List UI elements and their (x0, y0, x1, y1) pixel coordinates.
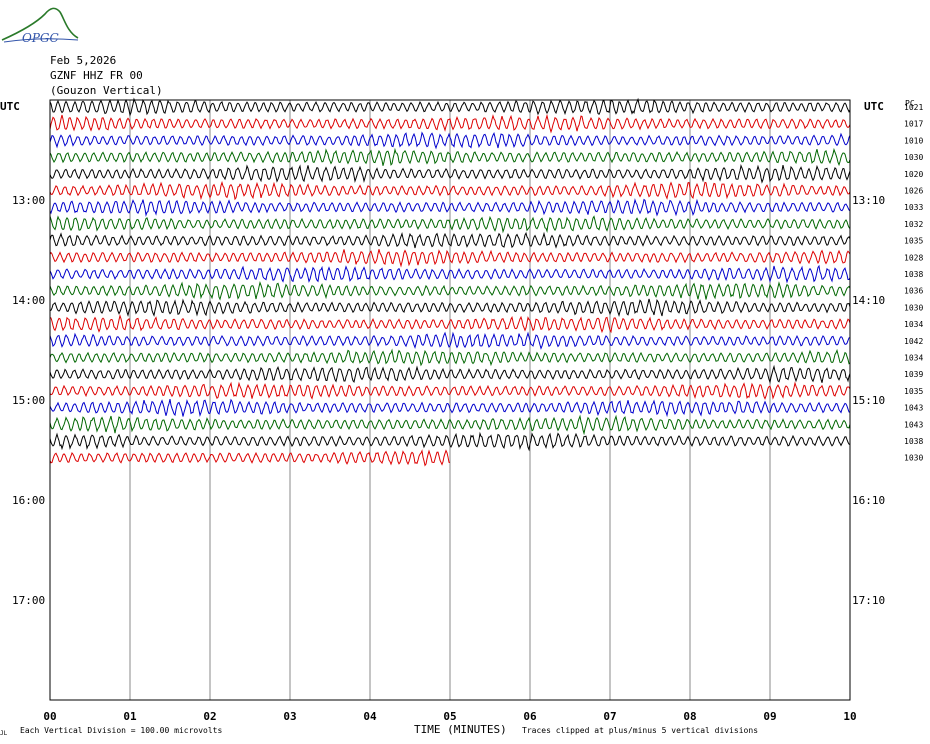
opgc-logo: OPGC (1, 7, 79, 45)
hour-label-right: 13:10 (852, 194, 885, 207)
trace-right-value: 1043 (904, 420, 923, 429)
seismic-trace (49, 147, 851, 167)
utc-label-right: UTC (864, 100, 884, 113)
plot-date: Feb 5,2026 (50, 54, 117, 67)
x-tick-label: 04 (363, 710, 377, 723)
trace-right-value: 1032 (904, 220, 923, 229)
seismic-trace (49, 298, 851, 318)
station-code: GZNF HHZ FR 00 (50, 69, 143, 82)
pc-label: PC (905, 99, 915, 108)
seismic-trace (49, 113, 851, 134)
seismic-trace (49, 364, 851, 385)
seismic-trace (49, 164, 851, 184)
trace-right-value: 1043 (904, 404, 923, 413)
seismic-trace (49, 264, 851, 284)
x-tick-label: 06 (523, 710, 537, 723)
trace-right-value: 1034 (904, 354, 923, 363)
x-axis-title: TIME (MINUTES) (414, 723, 507, 736)
trace-right-value: 1020 (904, 170, 923, 179)
seismic-trace (49, 381, 851, 400)
hour-label-left: 15:00 (12, 394, 45, 407)
x-tick-label: 01 (123, 710, 137, 723)
station-location: (Gouzon Vertical) (50, 84, 163, 97)
trace-right-value: 1017 (904, 120, 923, 129)
utc-label-left: UTC (0, 100, 20, 113)
seismic-trace (49, 280, 851, 301)
scale-note: Each Vertical Division = 100.00 microvol… (20, 726, 222, 735)
seismic-trace (49, 198, 851, 217)
seismic-trace (49, 231, 851, 249)
hour-label-left: 13:00 (12, 194, 45, 207)
x-tick-label: 03 (283, 710, 296, 723)
trace-right-value: 1030 (904, 153, 923, 162)
corner-mark: JL (0, 730, 8, 737)
hour-label-right: 16:10 (852, 494, 885, 507)
right-trace-values: 1021 1017 1010 1030 1020 1026 1033 1032 1035 1028… (904, 103, 923, 463)
seismic-trace (49, 398, 851, 418)
trace-right-value: 1030 (904, 454, 923, 463)
seismic-trace (49, 348, 851, 367)
trace-right-value: 1033 (904, 203, 923, 212)
plot-grid (129, 100, 771, 700)
left-hour-labels: 13:00 14:00 15:00 16:00 17:00 (12, 194, 45, 607)
trace-right-value: 1030 (904, 303, 923, 312)
hour-label-right: 15:10 (852, 394, 885, 407)
trace-right-value: 1034 (904, 320, 923, 329)
hour-label-left: 16:00 (12, 494, 45, 507)
hour-label-right: 17:10 (852, 594, 885, 607)
seismic-trace (49, 215, 851, 234)
seismic-trace (49, 131, 851, 150)
logo-text: OPGC (22, 31, 59, 45)
x-tick-label: 02 (203, 710, 216, 723)
seismic-traces (49, 97, 851, 467)
x-tick-label: 05 (443, 710, 456, 723)
x-tick-label: 08 (683, 710, 696, 723)
trace-right-value: 1036 (904, 287, 923, 296)
seismic-trace (49, 331, 851, 350)
trace-right-value: 1010 (904, 136, 923, 145)
x-tick-label: 07 (603, 710, 616, 723)
clip-note: Traces clipped at plus/minus 5 vertical … (522, 726, 758, 735)
seismic-trace (49, 449, 451, 467)
right-hour-labels: 13:10 14:10 15:10 16:10 17:10 (852, 194, 885, 607)
trace-right-value: 1035 (904, 387, 923, 396)
x-tick-label: 10 (843, 710, 856, 723)
plot-frame (49, 99, 851, 701)
trace-right-value: 1039 (904, 370, 923, 379)
trace-right-value: 1042 (904, 337, 923, 346)
seismic-trace (49, 431, 851, 452)
seismic-trace (49, 414, 851, 436)
hour-label-left: 14:00 (12, 294, 45, 307)
x-tick-label: 00 (43, 710, 56, 723)
seismic-trace (49, 180, 851, 201)
trace-right-value: 1028 (904, 253, 923, 262)
trace-right-value: 1026 (904, 187, 923, 196)
seismic-trace (49, 97, 851, 117)
x-tick-labels: 00 01 02 03 04 05 06 07 08 09 10 (43, 710, 856, 723)
hour-label-right: 14:10 (852, 294, 885, 307)
x-tick-label: 09 (763, 710, 776, 723)
trace-right-value: 1038 (904, 437, 923, 446)
hour-label-left: 17:00 (12, 594, 45, 607)
trace-right-value: 1035 (904, 237, 923, 246)
seismic-trace (49, 249, 851, 268)
trace-right-value: 1021 (904, 103, 923, 112)
seismic-trace (49, 313, 851, 334)
trace-right-value: 1038 (904, 270, 923, 279)
